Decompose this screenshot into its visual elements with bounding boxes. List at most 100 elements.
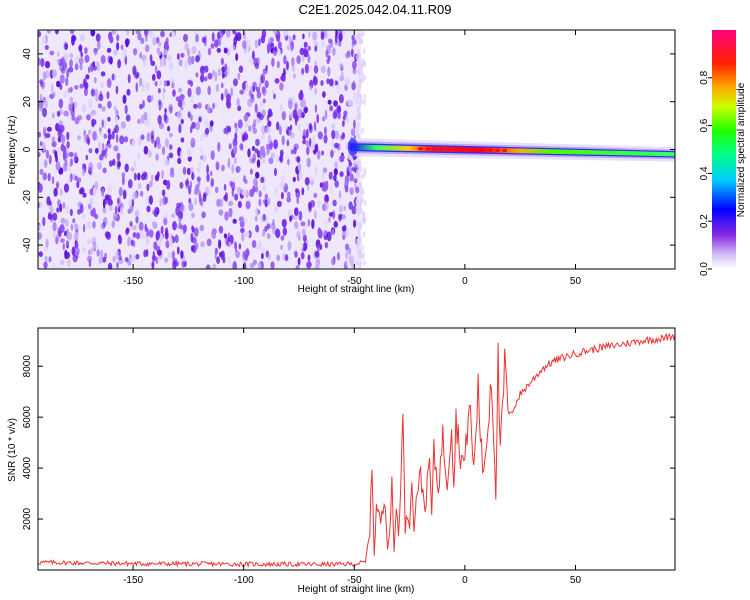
noise-speckle: [292, 176, 296, 183]
noise-speckle: [190, 245, 195, 252]
noise-speckle: [288, 100, 293, 110]
noise-speckle: [337, 111, 341, 120]
noise-speckle: [60, 217, 66, 224]
noise-speckle: [362, 260, 366, 266]
noise-speckle: [123, 136, 129, 143]
noise-speckle: [117, 59, 121, 69]
noise-speckle: [260, 35, 266, 44]
noise-speckle: [62, 242, 65, 251]
noise-speckle: [279, 149, 284, 157]
noise-speckle: [331, 228, 335, 236]
noise-speckle: [310, 180, 314, 186]
noise-speckle: [343, 110, 348, 117]
noise-speckle: [169, 144, 173, 150]
noise-speckle: [332, 199, 337, 207]
noise-speckle: [238, 216, 244, 222]
noise-speckle: [326, 78, 330, 85]
noise-speckle: [298, 210, 303, 221]
noise-speckle: [126, 30, 130, 36]
noise-speckle: [198, 162, 202, 168]
noise-speckle: [271, 57, 275, 67]
noise-speckle: [227, 255, 231, 265]
noise-speckle: [69, 86, 73, 93]
noise-speckle: [161, 146, 166, 156]
noise-speckle: [153, 241, 158, 251]
noise-speckle: [45, 69, 50, 79]
noise-speckle: [284, 124, 288, 131]
noise-speckle: [289, 110, 294, 120]
noise-speckle: [157, 230, 160, 240]
noise-speckle: [224, 211, 229, 221]
noise-speckle: [307, 255, 311, 264]
noise-speckle: [332, 47, 336, 56]
noise-speckle: [174, 261, 179, 267]
noise-speckle: [90, 209, 94, 217]
noise-speckle: [87, 249, 92, 256]
noise-speckle: [101, 149, 106, 157]
noise-speckle: [272, 89, 275, 95]
noise-speckle: [62, 202, 66, 209]
noise-speckle: [286, 191, 291, 198]
noise-speckle: [241, 82, 246, 91]
noise-speckle: [93, 48, 98, 56]
noise-speckle: [140, 114, 145, 125]
noise-speckle: [358, 160, 362, 167]
noise-speckle: [216, 47, 221, 53]
noise-speckle: [78, 57, 84, 65]
noise-speckle: [244, 179, 248, 185]
noise-speckle: [313, 121, 317, 132]
noise-speckle: [215, 161, 220, 171]
noise-speckle: [107, 143, 112, 149]
snr-y-tick-label: 6000: [22, 406, 33, 429]
noise-speckle: [241, 232, 245, 242]
noise-speckle: [65, 77, 69, 86]
noise-speckle: [275, 155, 279, 163]
noise-speckle: [358, 83, 362, 90]
noise-speckle: [181, 260, 186, 268]
noise-speckle: [270, 152, 276, 159]
noise-speckle: [157, 87, 161, 94]
snr-x-label: Height of straight line (km): [298, 584, 415, 595]
signal-onset: [347, 138, 358, 157]
noise-speckle: [49, 50, 55, 56]
noise-speckle: [47, 172, 51, 182]
noise-speckle: [53, 233, 57, 239]
noise-speckle: [294, 207, 299, 217]
noise-speckle: [250, 168, 253, 175]
noise-speckle: [154, 140, 157, 148]
noise-speckle: [291, 65, 295, 72]
noise-speckle: [74, 84, 79, 90]
noise-speckle: [75, 247, 80, 255]
noise-speckle: [267, 197, 271, 206]
noise-speckle: [270, 42, 275, 48]
noise-speckle: [334, 161, 338, 169]
noise-speckle: [164, 257, 169, 263]
noise-speckle: [56, 182, 59, 190]
noise-speckle: [294, 188, 299, 194]
noise-speckle: [158, 99, 162, 106]
noise-speckle: [179, 93, 185, 100]
noise-speckle: [139, 52, 142, 59]
noise-speckle: [342, 120, 345, 127]
noise-speckle: [255, 138, 260, 147]
signal-peak-bead: [481, 148, 487, 152]
noise-speckle: [111, 220, 116, 228]
noise-speckle: [53, 187, 58, 197]
noise-speckle: [176, 53, 180, 60]
noise-speckle: [92, 187, 97, 197]
noise-speckle: [116, 262, 119, 269]
noise-speckle: [270, 222, 276, 230]
noise-speckle: [297, 257, 301, 266]
noise-speckle: [277, 41, 282, 50]
noise-speckle: [330, 184, 333, 195]
noise-speckle: [278, 181, 284, 188]
noise-speckle: [190, 166, 194, 174]
noise-speckle: [292, 73, 296, 79]
noise-speckle: [223, 47, 228, 54]
noise-speckle: [150, 174, 154, 182]
noise-speckle: [134, 209, 140, 218]
noise-speckle: [237, 200, 242, 209]
noise-speckle: [293, 215, 298, 221]
noise-speckle: [88, 260, 92, 268]
signal-peak-bead: [460, 148, 466, 152]
